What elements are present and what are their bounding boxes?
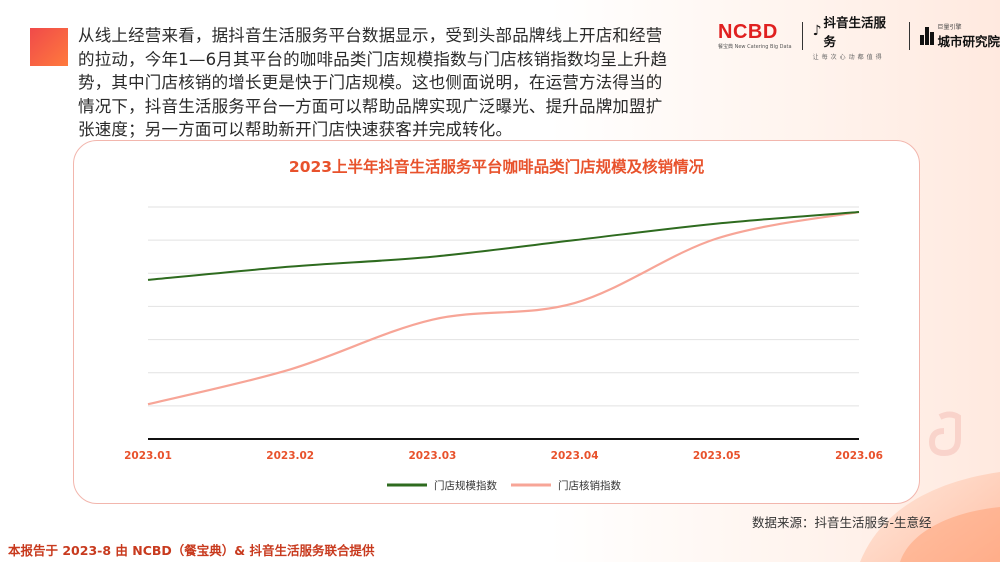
chart-card: 2023上半年抖音生活服务平台咖啡品类门店规模及核销情况 2023.01 2023… — [73, 140, 920, 504]
series-line-1 — [147, 210, 860, 281]
x-tick-label: 2023.03 — [408, 450, 456, 462]
footer-credit: 本报告于 2023-8 由 NCBD（餐宝典）& 抖音生活服务联合提供 — [8, 543, 375, 558]
ncbd-logo: NCBD 餐宝典 New Catering Big Data — [718, 22, 792, 50]
x-tick-label: 2023.04 — [551, 450, 599, 462]
institute-logo: 巨量引擎 城市研究院 — [919, 22, 1000, 50]
decorative-swirl — [860, 411, 1000, 562]
institute-name: 城市研究院 — [937, 34, 1000, 49]
douyin-logo-text: 抖音生活服务 — [823, 14, 887, 49]
x-tick-label: 2023.06 — [835, 450, 883, 462]
tiktok-note-icon: ♪ — [812, 22, 822, 39]
logo-bar: NCBD 餐宝典 New Catering Big Data ♪ 抖音生活服务 … — [718, 15, 1000, 61]
building-icon — [919, 27, 934, 45]
intro-paragraph: 从线上经营来看，据抖音生活服务平台数据显示，受到头部品牌线上开店和经营的拉动，今… — [78, 26, 668, 139]
chart-title: 2023上半年抖音生活服务平台咖啡品类门店规模及核销情况 — [288, 158, 705, 176]
douyin-logo: ♪ 抖音生活服务 让每次心动都值得 — [813, 12, 899, 61]
data-source: 数据来源：抖音生活服务-生意经 — [752, 515, 932, 530]
series-line-2 — [147, 210, 860, 406]
x-tick-label: 2023.02 — [266, 450, 314, 462]
line-chart: 2023.01 2023.02 2023.03 2023.04 2023.05 2023.… — [124, 206, 883, 492]
x-tick-label: 2023.01 — [124, 450, 172, 462]
ncbd-logo-subtext: 餐宝典 New Catering Big Data — [718, 44, 792, 50]
logo-divider — [908, 22, 910, 50]
x-tick-label: 2023.05 — [693, 450, 741, 462]
legend-label: 门店规模指数 — [434, 479, 497, 492]
institute-small-text: 巨量引擎 — [937, 24, 962, 31]
accent-square — [30, 28, 68, 66]
legend-label: 门店核销指数 — [558, 479, 621, 492]
douyin-slogan: 让每次心动都值得 — [812, 53, 885, 61]
logo-divider — [801, 22, 803, 50]
ncbd-logo-text: NCBD — [718, 21, 778, 43]
